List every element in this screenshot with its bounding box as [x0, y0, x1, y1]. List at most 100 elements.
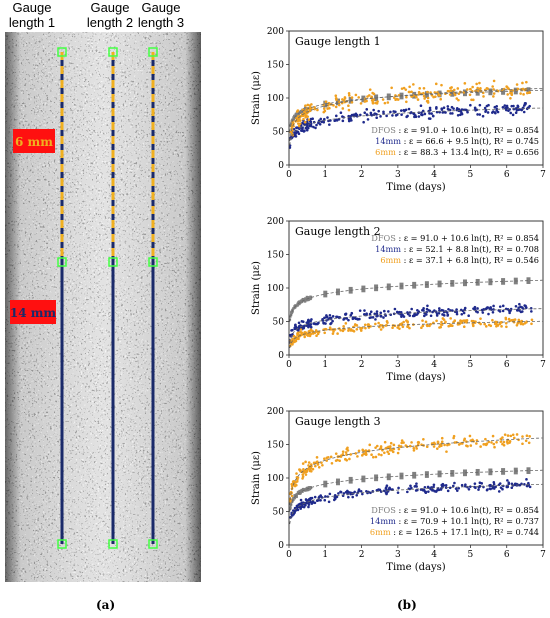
legend-equation: : ε = 91.0 + 10.6 ln(t), R² = 0.854 [398, 233, 539, 243]
point-14mm [339, 490, 343, 494]
point-14mm [301, 127, 304, 130]
dfos-point [295, 112, 298, 115]
point-6mm [527, 441, 531, 445]
point-14mm [489, 487, 492, 491]
point-6mm [404, 444, 408, 447]
gauge-header-2-text: Gauge length 2 [86, 0, 134, 30]
point-6mm [344, 451, 348, 454]
point-14mm [495, 107, 499, 111]
point-6mm [357, 96, 360, 99]
point-14mm [370, 113, 374, 117]
point-6mm [388, 446, 392, 450]
point-6mm [422, 91, 425, 95]
point-14mm [514, 304, 518, 308]
point-6mm [412, 446, 416, 450]
panel-label-b: (b) [397, 598, 417, 612]
point-6mm [400, 87, 404, 90]
point-6mm [307, 461, 311, 464]
specimen-photo: 6 mm 14 mm [5, 32, 201, 582]
point-14mm [425, 310, 428, 314]
y-tick-label: 0 [278, 351, 284, 361]
point-6mm [491, 85, 494, 88]
point-6mm [442, 318, 446, 321]
fit-curve-14mm [289, 308, 543, 344]
point-6mm [297, 124, 301, 128]
point-6mm [494, 322, 497, 325]
legend-series-name: 6mm [380, 255, 403, 265]
point-6mm [321, 463, 324, 467]
point-14mm [516, 308, 520, 312]
point-6mm [525, 80, 528, 84]
point-6mm [521, 442, 524, 446]
x-tick-label: 6 [504, 360, 510, 370]
point-14mm [473, 482, 477, 485]
point-14mm [349, 314, 353, 317]
point-6mm [525, 320, 528, 323]
dfos-point [296, 304, 299, 307]
point-14mm [309, 323, 313, 326]
dfos-bar [437, 280, 442, 288]
y-tick-label: 150 [267, 251, 284, 261]
point-14mm [374, 318, 377, 321]
point-6mm [479, 317, 482, 320]
point-14mm [428, 112, 431, 115]
point-14mm [297, 321, 301, 325]
point-14mm [421, 109, 425, 113]
dfos-bar [361, 475, 366, 483]
fiber-node-1-3 [57, 539, 67, 549]
point-6mm [421, 324, 425, 328]
point-6mm [345, 447, 349, 451]
point-6mm [439, 97, 443, 101]
point-6mm [381, 98, 385, 101]
point-14mm [438, 309, 441, 312]
point-6mm [290, 342, 293, 346]
point-14mm [492, 480, 496, 484]
x-tick-label: 1 [322, 170, 328, 180]
y-tick-label: 200 [267, 407, 284, 417]
point-14mm [347, 318, 350, 322]
point-14mm [299, 498, 303, 502]
point-14mm [431, 114, 435, 118]
marker-14mm-bg [10, 300, 56, 324]
x-axis-label: Time (days) [386, 562, 445, 573]
point-6mm [439, 323, 443, 326]
point-14mm [469, 485, 472, 488]
point-6mm [479, 322, 482, 326]
point-14mm [394, 114, 398, 117]
fiber-node-1-1 [57, 47, 67, 57]
point-14mm [501, 309, 505, 313]
point-6mm [528, 435, 531, 438]
point-14mm [393, 307, 397, 311]
point-6mm [499, 440, 503, 443]
x-tick-label: 6 [504, 170, 510, 180]
point-14mm [527, 481, 530, 485]
fiber-node-3-1 [148, 47, 158, 57]
point-14mm [528, 485, 532, 489]
point-14mm [472, 307, 475, 310]
point-6mm [408, 444, 412, 448]
point-14mm [310, 318, 313, 321]
point-6mm [440, 440, 444, 443]
point-6mm [449, 317, 452, 320]
x-tick-label: 2 [359, 550, 365, 560]
point-6mm [415, 447, 418, 450]
point-14mm [365, 108, 369, 111]
point-6mm [304, 473, 308, 476]
point-14mm [454, 487, 458, 490]
point-14mm [501, 105, 505, 109]
point-6mm [383, 101, 387, 105]
point-6mm [332, 330, 335, 333]
point-6mm [356, 455, 359, 458]
dfos-bar [361, 95, 366, 103]
legend-equation: : ε = 70.9 + 10.1 ln(t), R² = 0.737 [398, 516, 539, 526]
point-14mm [312, 125, 315, 129]
point-6mm [334, 452, 338, 455]
point-6mm [369, 325, 372, 328]
x-tick-label: 4 [431, 360, 437, 370]
point-6mm [465, 444, 468, 447]
point-14mm [337, 492, 340, 495]
x-tick-label: 0 [286, 170, 292, 180]
point-6mm [484, 325, 488, 328]
point-6mm [447, 89, 451, 93]
point-6mm [424, 320, 428, 324]
